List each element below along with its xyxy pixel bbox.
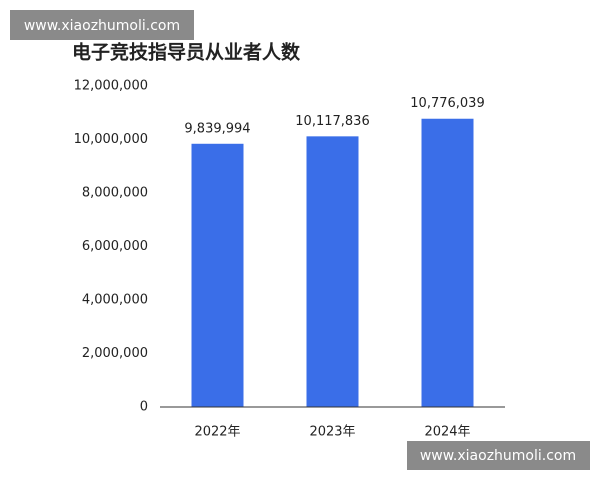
y-tick-label: 10,000,000	[74, 132, 148, 147]
y-tick-label: 8,000,000	[82, 186, 148, 201]
bar	[306, 136, 359, 407]
value-label: 10,776,039	[410, 96, 484, 111]
watermark-box	[10, 10, 194, 40]
value-label: 9,839,994	[184, 121, 250, 136]
y-tick-label: 0	[140, 400, 148, 415]
bar	[421, 118, 474, 407]
x-tick-label: 2023年	[309, 425, 355, 440]
chart-title: 电子竞技指导员从业者人数	[72, 41, 301, 64]
watermark: www.xiaozhumoli.com	[420, 448, 576, 464]
watermark: www.xiaozhumoli.com	[24, 18, 180, 34]
y-tick-label: 6,000,000	[82, 239, 148, 254]
y-tick-label: 12,000,000	[74, 79, 148, 94]
y-tick-label: 2,000,000	[82, 346, 148, 361]
value-label: 10,117,836	[295, 114, 369, 129]
y-tick-label: 4,000,000	[82, 293, 148, 308]
bar	[191, 143, 244, 408]
x-tick-label: 2022年	[194, 425, 240, 440]
watermark-box	[407, 441, 590, 470]
x-tick-label: 2024年	[424, 425, 470, 440]
